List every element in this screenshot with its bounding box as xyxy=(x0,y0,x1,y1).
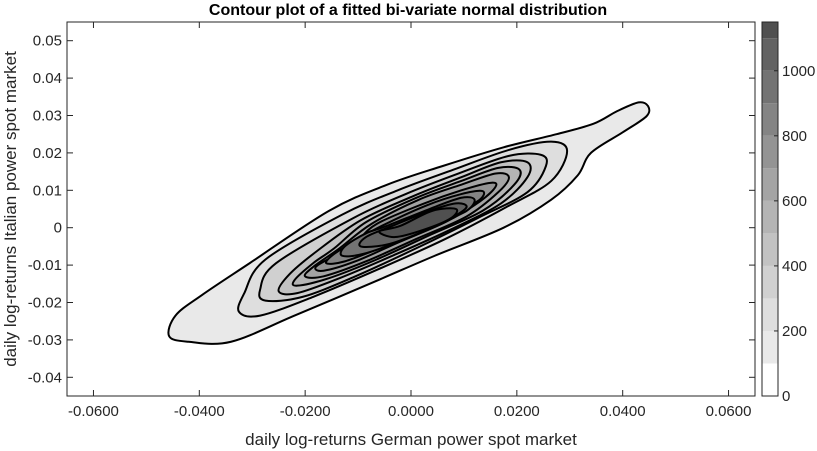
y-tick-label: -0.01 xyxy=(28,257,62,274)
colorbar-band-700 xyxy=(762,135,778,169)
colorbar-band-1000 xyxy=(762,38,778,71)
y-tick-label: 0.01 xyxy=(33,182,62,199)
y-axis-ticks: 0.05 0.04 0.03 0.02 0.01 0 -0.01 -0.02 -0.03 -0.0… xyxy=(28,33,755,386)
y-tick-label: 0.04 xyxy=(33,70,62,87)
colorbar-band-600 xyxy=(762,168,778,201)
x-tick-label: 0.0400 xyxy=(600,403,646,420)
colorbar-band-900 xyxy=(762,70,778,104)
colorbar-band-400 xyxy=(762,233,778,266)
x-tick-label: -0.0200 xyxy=(280,403,331,420)
x-tick-label: 0.0200 xyxy=(494,403,540,420)
x-axis-ticks: -0.0600 -0.0400 -0.0200 0.0000 0.0200 0.0400 0… xyxy=(68,22,751,420)
colorbar-band-1100 xyxy=(762,22,778,39)
x-tick-label: 0.0600 xyxy=(706,403,752,420)
colorbar-tick-label: 800 xyxy=(782,128,807,145)
colorbar-band-200 xyxy=(762,298,778,331)
colorbar-tick-label: 200 xyxy=(782,323,807,340)
x-tick-label: -0.0400 xyxy=(174,403,225,420)
colorbar-frame xyxy=(761,21,779,397)
colorbar-tick-label: 600 xyxy=(782,193,807,210)
colorbar: 0 200 400 600 800 1000 xyxy=(761,21,815,405)
colorbar-band-800 xyxy=(762,103,778,136)
contour-region-1100 xyxy=(378,207,459,239)
x-tick-label: -0.0600 xyxy=(68,403,119,420)
colorbar-band-300 xyxy=(762,265,778,299)
chart-title: Contour plot of a fitted bi-variate norm… xyxy=(209,2,607,19)
colorbar-band-100 xyxy=(762,330,778,364)
y-tick-label: -0.03 xyxy=(28,332,62,349)
y-tick-label: -0.02 xyxy=(28,295,62,312)
x-tick-label: 0.0000 xyxy=(388,403,434,420)
y-tick-label: 0.02 xyxy=(33,145,62,162)
x-axis-title: daily log-returns German power spot mark… xyxy=(245,430,577,449)
y-axis-title: daily log-returns Italian power spot mar… xyxy=(1,51,20,367)
y-tick-label: 0.03 xyxy=(33,108,62,125)
y-tick-label: 0.05 xyxy=(33,33,62,50)
colorbar-band-0 xyxy=(762,363,778,396)
colorbar-tick-label: 400 xyxy=(782,258,807,275)
y-tick-label: -0.04 xyxy=(28,369,62,386)
contour-layer xyxy=(167,101,651,345)
colorbar-tick-label: 0 xyxy=(782,388,790,405)
colorbar-band-500 xyxy=(762,200,778,234)
y-tick-label: 0 xyxy=(54,220,62,237)
colorbar-tick-label: 1000 xyxy=(782,63,815,80)
